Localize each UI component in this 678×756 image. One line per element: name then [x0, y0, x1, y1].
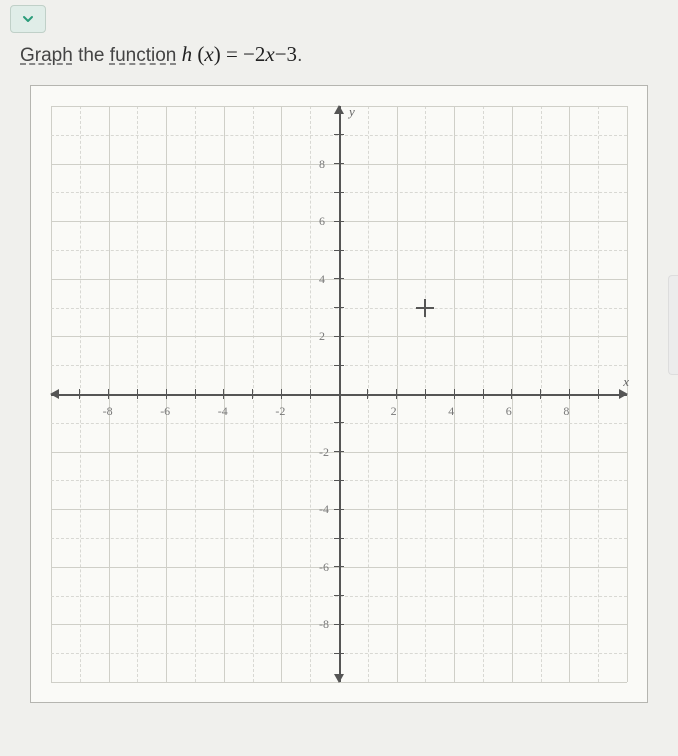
x-tick: [483, 389, 484, 399]
equation: h (x) = −2x−3: [182, 42, 297, 66]
x-tick: [137, 389, 138, 399]
y-tick: [334, 336, 344, 337]
x-tick-label: -6: [160, 404, 170, 419]
x-tick-label: 6: [506, 404, 512, 419]
graph-container: -8 -6 -4 -2 2 4 6 8 8 6 4 2 -2 -4 -6 -8 y x: [30, 85, 648, 703]
x-tick-label: 2: [391, 404, 397, 419]
y-tick-label: 4: [319, 272, 325, 287]
y-axis-label: y: [349, 104, 355, 120]
axis-arrow-up: [334, 105, 344, 114]
chevron-down-icon: [20, 11, 36, 27]
collapse-button[interactable]: [10, 5, 46, 33]
y-tick-label: -6: [319, 560, 329, 575]
y-tick: [334, 566, 344, 567]
x-tick-label: 8: [563, 404, 569, 419]
graph-plot-area[interactable]: -8 -6 -4 -2 2 4 6 8 8 6 4 2 -2 -4 -6 -8 y x: [51, 106, 627, 682]
x-tick: [223, 389, 224, 399]
x-axis-label: x: [623, 374, 629, 390]
axis-arrow-left: [50, 389, 59, 399]
y-tick: [334, 192, 344, 193]
x-tick-label: -2: [275, 404, 285, 419]
y-tick: [334, 624, 344, 625]
y-tick-label: 6: [319, 214, 325, 229]
y-tick: [334, 250, 344, 251]
x-tick: [79, 389, 80, 399]
y-tick: [334, 163, 344, 164]
x-tick: [425, 389, 426, 399]
y-tick: [334, 509, 344, 510]
graph-word: Graph: [20, 45, 73, 66]
y-tick: [334, 595, 344, 596]
x-tick: [598, 389, 599, 399]
axis-arrow-right: [619, 389, 628, 399]
x-tick-label: -4: [218, 404, 228, 419]
x-tick-label: 4: [448, 404, 454, 419]
axis-arrow-down: [334, 674, 344, 683]
y-tick-label: -8: [319, 617, 329, 632]
y-tick: [334, 307, 344, 308]
y-tick: [334, 538, 344, 539]
y-tick: [334, 134, 344, 135]
x-tick: [367, 389, 368, 399]
question-prompt: Graph the function h (x) = −2x−3.: [0, 38, 678, 85]
x-tick: [310, 389, 311, 399]
y-tick-label: -2: [319, 445, 329, 460]
y-tick: [334, 278, 344, 279]
y-tick: [334, 365, 344, 366]
y-tick: [334, 221, 344, 222]
y-tick: [334, 653, 344, 654]
x-tick: [511, 389, 512, 399]
x-tick: [569, 389, 570, 399]
x-tick: [166, 389, 167, 399]
y-tick-label: -4: [319, 502, 329, 517]
x-tick: [108, 389, 109, 399]
x-tick: [540, 389, 541, 399]
y-tick: [334, 422, 344, 423]
x-tick: [396, 389, 397, 399]
function-word: function: [110, 45, 177, 66]
x-tick: [195, 389, 196, 399]
side-panel-toggle[interactable]: [668, 275, 678, 375]
x-tick: [252, 389, 253, 399]
y-tick-label: 2: [319, 329, 325, 344]
x-tick: [454, 389, 455, 399]
y-tick-label: 8: [319, 157, 325, 172]
y-tick: [334, 451, 344, 452]
x-tick: [281, 389, 282, 399]
x-tick-label: -8: [103, 404, 113, 419]
plot-cursor-icon: [416, 299, 434, 317]
y-tick: [334, 480, 344, 481]
